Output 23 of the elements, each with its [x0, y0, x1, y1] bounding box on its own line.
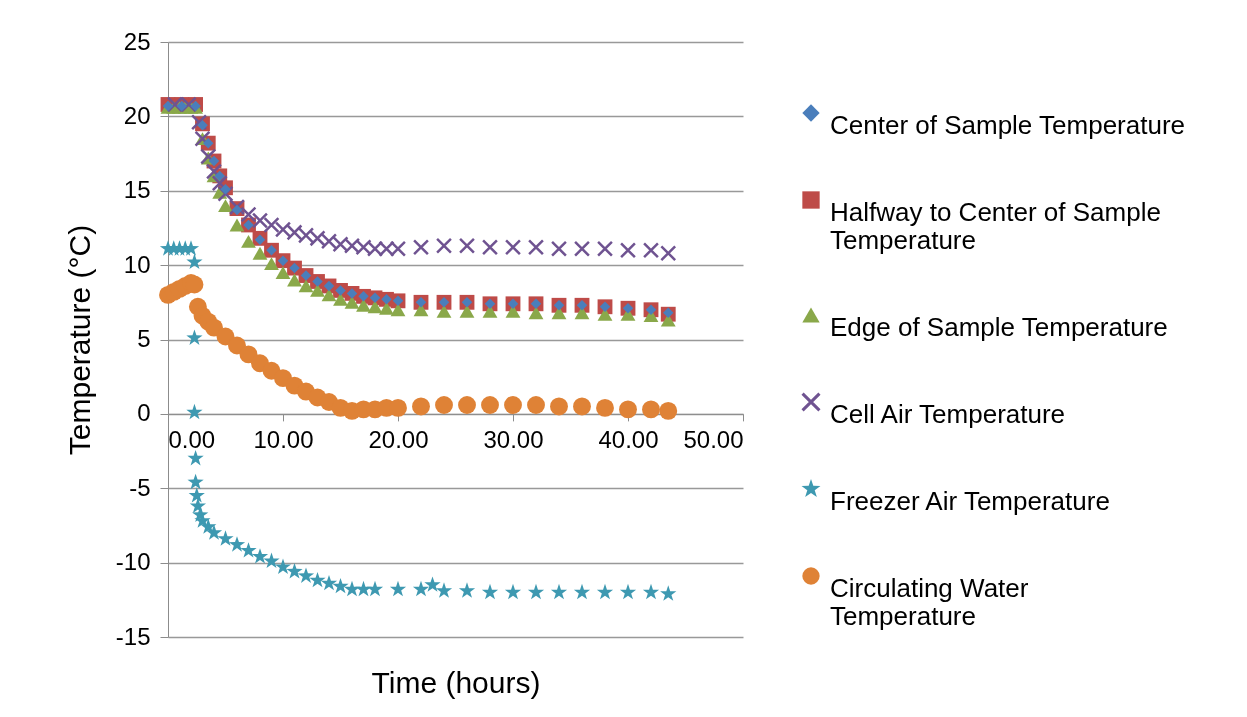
y-tick-label: -15 — [115, 622, 151, 650]
legend-label: Edge of Sample Temperature — [830, 312, 1168, 342]
x-tick-label: 30.00 — [483, 426, 544, 454]
x-tick-label: 0.00 — [168, 426, 216, 454]
x-tick-label: 20.00 — [368, 426, 429, 454]
y-tick-label: 20 — [123, 101, 151, 129]
legend-label: Cell Air Temperature — [830, 399, 1066, 429]
y-tick-label: 15 — [123, 176, 151, 204]
x-tick-label: 40.00 — [598, 426, 659, 454]
y-tick-label: 25 — [123, 27, 151, 55]
legend-label: Freezer Air Temperature — [830, 486, 1110, 516]
y-tick-label: 10 — [123, 250, 151, 278]
legend-label: Center of Sample Temperature — [830, 110, 1186, 140]
y-axis-title: Temperature (°C) — [62, 224, 96, 456]
y-tick-label: 5 — [137, 325, 151, 352]
y-tick-label: -10 — [115, 548, 151, 576]
x-tick-label: 10.00 — [253, 426, 314, 454]
x-tick-label: 50.00 — [683, 426, 744, 454]
y-tick-label: 0 — [137, 399, 151, 427]
x-axis-title: Time (hours) — [371, 665, 541, 699]
y-tick-label: -5 — [129, 473, 151, 501]
legend-label: Circulating Water Temperature — [830, 573, 1029, 631]
legend-label: Halfway to Center of Sample Temperature — [830, 197, 1161, 255]
